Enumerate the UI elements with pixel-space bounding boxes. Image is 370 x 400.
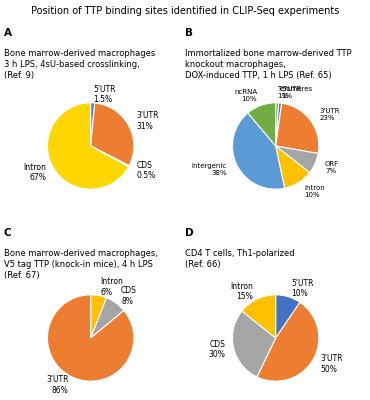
Text: Intergenic
38%: Intergenic 38% xyxy=(192,163,227,176)
Wedge shape xyxy=(276,103,279,146)
Text: Intron
6%: Intron 6% xyxy=(100,277,123,297)
Wedge shape xyxy=(232,311,276,377)
Text: Bone marrow-derived macrophages
3 h LPS, 4sU-based crosslinking,
(Ref. 9): Bone marrow-derived macrophages 3 h LPS,… xyxy=(4,49,155,80)
Text: Telomeres
1%: Telomeres 1% xyxy=(278,86,313,98)
Wedge shape xyxy=(91,298,124,338)
Text: 5'UTR
1.5%: 5'UTR 1.5% xyxy=(93,84,115,104)
Text: Position of TTP binding sites identified in CLIP-Seq experiments: Position of TTP binding sites identified… xyxy=(31,6,339,16)
Text: 5'UTR
10%: 5'UTR 10% xyxy=(291,279,313,298)
Wedge shape xyxy=(257,302,319,381)
Wedge shape xyxy=(242,295,276,338)
Text: 3'UTR
50%: 3'UTR 50% xyxy=(320,354,343,374)
Wedge shape xyxy=(91,146,129,167)
Text: CD4 T cells, Th1-polarized
(Ref. 66): CD4 T cells, Th1-polarized (Ref. 66) xyxy=(185,249,295,269)
Wedge shape xyxy=(91,103,95,146)
Wedge shape xyxy=(276,146,310,188)
Text: 3'UTR
31%: 3'UTR 31% xyxy=(136,111,159,131)
Text: ncRNA
10%: ncRNA 10% xyxy=(234,89,257,102)
Wedge shape xyxy=(47,103,128,189)
Text: A: A xyxy=(4,28,12,38)
Wedge shape xyxy=(276,146,318,172)
Wedge shape xyxy=(232,113,285,189)
Text: Immortalized bone marrow-derived TTP
knockout macrophages,
DOX-induced TTP, 1 h : Immortalized bone marrow-derived TTP kno… xyxy=(185,49,352,80)
Text: CDS
8%: CDS 8% xyxy=(121,286,137,306)
Wedge shape xyxy=(91,103,134,166)
Text: CDS
0.5%: CDS 0.5% xyxy=(137,160,156,180)
Text: ORF
7%: ORF 7% xyxy=(325,162,339,174)
Wedge shape xyxy=(47,295,134,381)
Wedge shape xyxy=(248,103,276,146)
Wedge shape xyxy=(276,103,319,154)
Text: Bone marrow-derived macrophages,
V5 tag TTP (knock-in mice), 4 h LPS
(Ref. 67): Bone marrow-derived macrophages, V5 tag … xyxy=(4,249,158,280)
Text: Intron
10%: Intron 10% xyxy=(304,185,325,198)
Text: 3'UTR
86%: 3'UTR 86% xyxy=(46,375,68,395)
Text: B: B xyxy=(185,28,193,38)
Text: C: C xyxy=(4,228,11,238)
Text: D: D xyxy=(185,228,194,238)
Text: Intron
67%: Intron 67% xyxy=(23,163,46,182)
Wedge shape xyxy=(276,295,300,338)
Text: Intron
15%: Intron 15% xyxy=(230,282,253,301)
Text: CDS
30%: CDS 30% xyxy=(208,340,225,359)
Wedge shape xyxy=(276,103,282,146)
Text: 3'UTR
23%: 3'UTR 23% xyxy=(319,108,340,121)
Wedge shape xyxy=(91,295,107,338)
Text: 5'UTR
1%: 5'UTR 1% xyxy=(281,86,302,99)
